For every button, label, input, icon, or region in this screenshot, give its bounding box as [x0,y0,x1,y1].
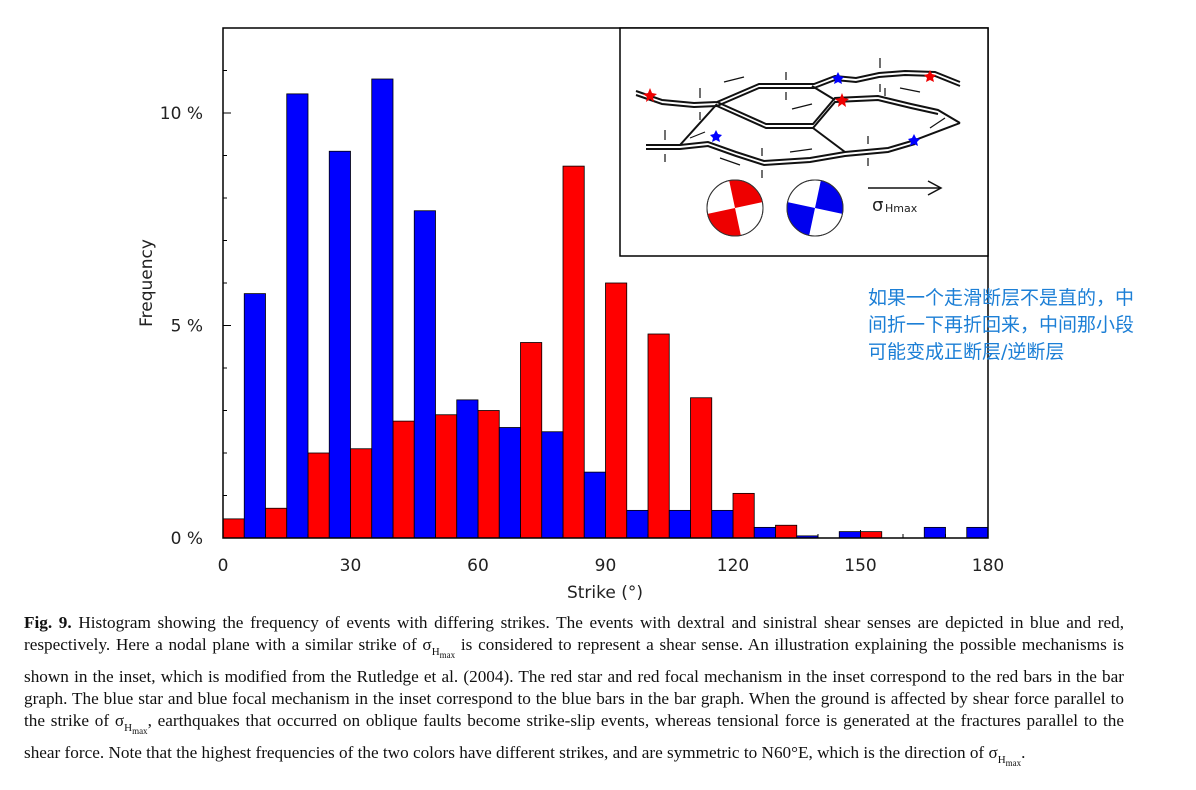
x-tick-label-0: 0 [218,556,229,576]
inset-illustration: σ Hmax [619,27,989,257]
x-tick-label-30: 30 [340,556,362,576]
red-bar-10 [265,507,288,539]
blue-bar-80 [583,471,606,539]
caption-subscript-1: Hmax [431,645,456,660]
x-tick-label-120: 120 [717,556,749,576]
blue-bar-70 [541,431,564,539]
blue-bar-140 [838,531,861,539]
caption-subscript-2: Hmax [124,721,148,737]
red-bar-40 [392,420,415,539]
red-focal-mechanism [706,179,764,237]
bars-layer [222,78,989,539]
red-bar-130 [775,524,798,539]
red-bar-150 [860,531,883,539]
caption-fig-label: Fig. 9. [24,613,72,632]
x-tick-label-180: 180 [972,556,1004,576]
caption-subscript-3: Hmax [997,753,1022,768]
red-bar-70 [520,342,543,539]
red-bar-90 [605,282,628,539]
figure-caption: Fig. 9. Histogram showing the frequency … [24,612,1124,774]
caption-part-2: is considered to represent a shear sense… [24,635,1124,731]
blue-bar-30 [371,78,394,539]
caption-part-1: Histogram showing the frequency of event… [24,613,1124,655]
blue-bar-0 [243,293,266,539]
y-tick-label-0: 0 % [171,529,203,549]
x-tick-label-150: 150 [844,556,876,576]
blue-bar-20 [328,150,351,539]
caption-part-4: . [1021,743,1026,763]
red-bar-30 [350,448,373,539]
blue-bar-60 [498,427,521,539]
x-tick-label-60: 60 [467,556,489,576]
blue-bar-160 [923,526,946,539]
red-bar-80 [562,165,585,539]
chinese-annotation: 如果一个走滑断层不是直的，中 间折一下再折回来，中间那小段 可能变成正断层/逆断… [868,287,1135,363]
red-star-2 [835,93,849,107]
x-tick-label-90: 90 [595,556,617,576]
red-bar-20 [307,452,330,539]
red-star-1 [643,88,657,102]
ticks-layer: 0 30 60 90 120 150 180 0 % 5 % 10 % [160,70,1004,576]
caption-part-3: , earthquakes that occurred on oblique f… [24,711,1125,763]
blue-bar-40 [413,210,436,539]
blue-star-1 [832,72,844,84]
red-bar-100 [647,333,670,539]
fault-network [635,69,961,167]
sigma-arrow [868,180,943,196]
y-axis-title: Frequency [137,239,157,327]
blue-bar-10 [286,93,309,539]
slip-arrows [664,58,946,178]
red-star-3 [924,70,936,82]
y-tick-label-10: 10 % [160,104,203,124]
y-tick-label-5: 5 % [171,317,203,337]
red-bar-0 [222,518,245,539]
red-bar-60 [477,410,500,539]
blue-bar-120 [753,526,776,539]
sigma-label: σ [872,195,883,216]
stars [643,70,936,146]
red-bar-110 [690,397,713,539]
red-bar-120 [732,492,755,539]
blue-bar-100 [668,509,691,539]
blue-bar-50 [456,399,479,539]
histogram-chart: 0 30 60 90 120 150 180 0 % 5 % 10 % Strike (°) Fr… [137,27,1004,603]
blue-star-3 [908,134,920,146]
red-bar-50 [435,414,458,539]
blue-bar-90 [626,509,649,539]
blue-star-2 [710,130,722,142]
blue-bar-110 [711,509,734,539]
sigma-subscript: Hmax [885,202,918,215]
blue-focal-mechanism [786,179,844,237]
x-axis-title: Strike (°) [567,583,643,603]
blue-bar-170 [966,526,989,539]
